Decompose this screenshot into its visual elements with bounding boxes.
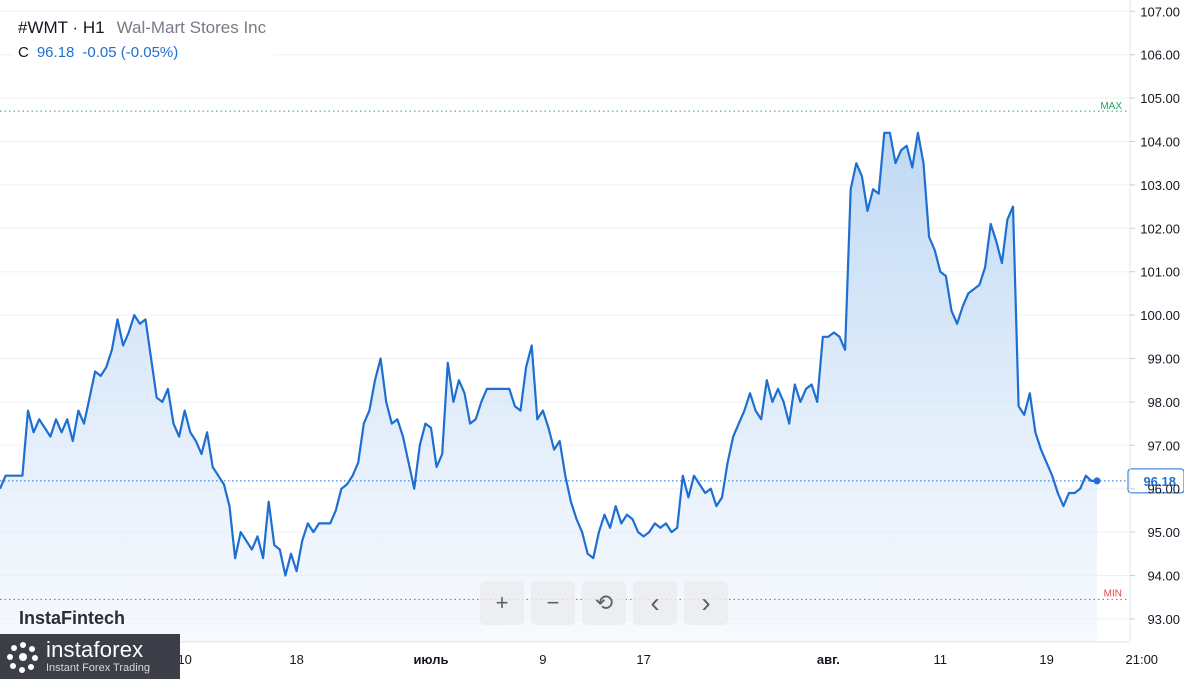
y-tick-label: 102.00 [1140,221,1180,236]
y-tick-label: 103.00 [1140,178,1180,193]
min-label: MIN [1104,588,1122,599]
last-price-label: 96.18 [1143,474,1176,489]
x-tick-label: 18 [289,652,303,667]
y-tick-label: 104.00 [1140,135,1180,150]
y-tick-label: 93.00 [1147,612,1180,627]
y-tick-label: 105.00 [1140,91,1180,106]
x-tick-label: авг. [817,652,840,667]
y-tick-label: 94.00 [1147,569,1180,584]
chart-legend: #WMT · H1 Wal-Mart Stores Inc C 96.18 -0… [12,12,275,65]
price-line [0,131,1097,577]
x-tick-label: 19 [1039,652,1053,667]
chart-toolbar: + − ⟲ ‹ › [480,581,728,625]
y-tick-label: 96.00 [1147,482,1180,497]
close-value: 96.18 [36,44,75,61]
scroll-left-button[interactable]: ‹ [633,581,677,625]
last-price-badge [1127,468,1184,494]
company-name: Wal-Mart Stores Inc [116,18,267,37]
watermark: InstaFintech [19,608,126,628]
close-change: -0.05 (-0.05%) [82,44,179,61]
reset-icon: ⟲ [594,590,614,615]
y-tick-label: 95.00 [1147,525,1180,540]
brand-tagline: Instant Forex Trading [46,662,150,674]
x-tick-label: 11 [934,652,948,667]
y-tick-label: 98.00 [1147,395,1180,410]
plus-icon: + [495,590,509,615]
chevron-left-icon: ‹ [650,587,660,618]
brand-name: instaforex [46,637,144,662]
x-tick-label: 21:00 [1126,652,1159,667]
y-tick-label: 106.00 [1140,48,1180,63]
zoom-in-button[interactable]: + [480,581,524,625]
brand-logo: instaforex Instant Forex Trading [0,634,180,679]
y-tick-label: 97.00 [1147,438,1180,453]
y-tick-label: 100.00 [1140,308,1180,323]
close-label: C [18,44,29,61]
x-tick-label: 9 [539,652,546,667]
scroll-right-button[interactable]: › [684,581,728,625]
symbol-title: #WMT · H1 [18,18,105,37]
y-tick-label: 101.00 [1140,265,1180,280]
y-tick-label: 107.00 [1140,4,1180,19]
x-tick-label: 17 [636,652,650,667]
zoom-out-button[interactable]: − [531,581,575,625]
minus-icon: − [546,590,560,615]
max-label: MAX [1100,101,1122,112]
y-tick-label: 99.00 [1147,352,1180,367]
chevron-right-icon: › [701,587,711,618]
x-tick-label: июль [413,652,448,667]
price-area-fill [0,132,1097,643]
reset-button[interactable]: ⟲ [582,581,626,625]
x-tick-label: 10 [177,652,191,667]
brand-mark-icon [7,641,38,673]
